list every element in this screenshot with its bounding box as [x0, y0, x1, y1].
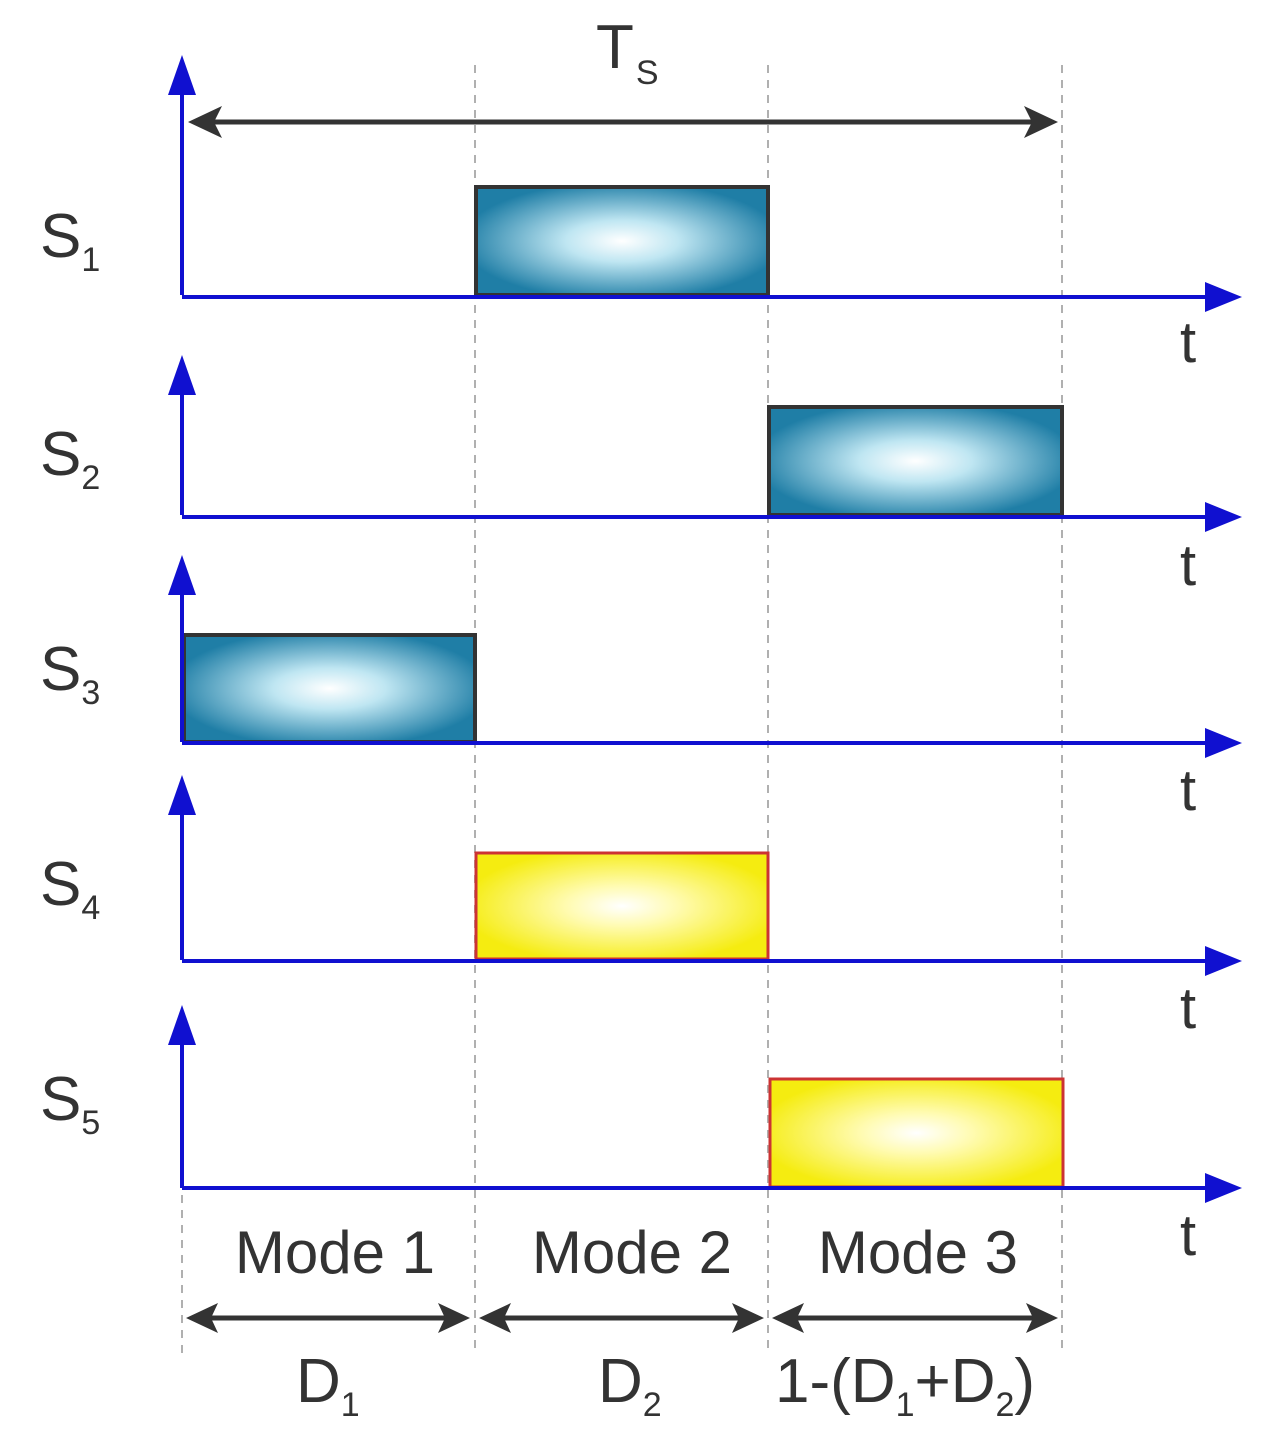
signal-label-s2: S2 — [40, 420, 100, 497]
pulse-s5 — [768, 1077, 1065, 1189]
signal-label-s4: S4 — [40, 850, 100, 927]
time-label-s4: t — [1180, 976, 1196, 1041]
duration-label-d3: 1-(D1+D2) — [775, 1347, 1035, 1424]
pulse-s3 — [182, 633, 477, 744]
time-label-s3: t — [1180, 758, 1196, 823]
mode-label-3: Mode 3 — [818, 1219, 1018, 1286]
pulse-s2 — [767, 405, 1064, 517]
mode-label-1: Mode 1 — [235, 1219, 435, 1286]
period-label: TS — [596, 13, 659, 92]
pulse-s1 — [474, 185, 770, 297]
duration-label-d2: D2 — [598, 1347, 662, 1424]
signal-label-s1: S1 — [40, 202, 100, 279]
duration-label-d1: D1 — [296, 1347, 360, 1424]
signal-label-s3: S3 — [40, 635, 100, 712]
time-label-s1: t — [1180, 310, 1196, 375]
time-label-s5: t — [1180, 1203, 1196, 1268]
mode-label-2: Mode 2 — [532, 1219, 732, 1286]
axes — [168, 55, 1242, 1203]
time-label-s2: t — [1180, 533, 1196, 598]
duration-arrows — [186, 1303, 1058, 1333]
pulse-s4 — [474, 851, 770, 961]
period-arrow — [188, 106, 1058, 138]
signal-label-s5: S5 — [40, 1065, 100, 1142]
